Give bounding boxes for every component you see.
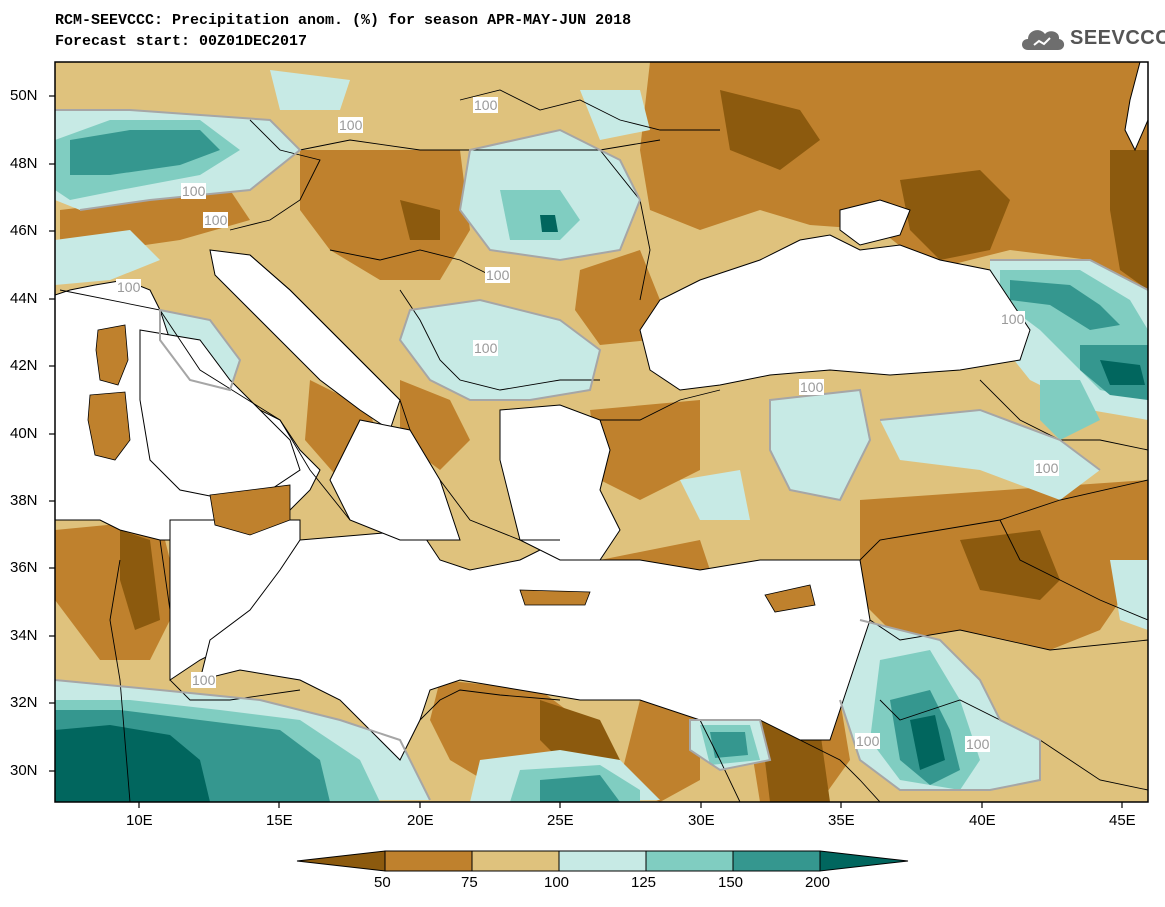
- lon-label: 15E: [266, 812, 293, 829]
- lat-label: 40N: [10, 425, 38, 442]
- forecast-start-label: Forecast start: 00Z01DEC2017: [55, 33, 308, 50]
- map-frame: [54, 61, 1149, 803]
- contour-label: 100: [485, 267, 511, 283]
- logo-text: SEEVCCC: [1070, 27, 1165, 49]
- contour-label: 100: [116, 279, 142, 295]
- colorbar-label: 125: [631, 874, 657, 891]
- lon-label: 40E: [969, 812, 996, 829]
- lon-label: 25E: [547, 812, 574, 829]
- lat-label: 38N: [10, 492, 38, 509]
- contour-label: 100: [1000, 311, 1026, 327]
- lat-label: 44N: [10, 290, 38, 307]
- lat-label: 50N: [10, 87, 38, 104]
- lon-label: 35E: [828, 812, 855, 829]
- colorbar-label: 100: [544, 874, 570, 891]
- lon-label: 30E: [688, 812, 715, 829]
- colorbar-label: 50: [374, 874, 391, 891]
- contour-label: 100: [965, 736, 991, 752]
- colorbar-label: 200: [805, 874, 831, 891]
- colorbar-label: 150: [718, 874, 744, 891]
- lat-label: 30N: [10, 762, 38, 779]
- colorbar-segment-above-200: [819, 850, 909, 872]
- contour-label: 100: [338, 117, 364, 133]
- cloud-icon: [1022, 30, 1065, 50]
- lon-label: 20E: [407, 812, 434, 829]
- map-title: RCM-SEEVCCC: Precipitation anom. (%) for…: [55, 12, 632, 29]
- colorbar-label: 75: [461, 874, 478, 891]
- colorbar: [296, 850, 909, 872]
- lat-label: 42N: [10, 357, 38, 374]
- lat-ticks: [49, 95, 55, 772]
- contour-label: 100: [855, 733, 881, 749]
- contour-label: 100: [181, 183, 207, 199]
- lon-ticks: [138, 802, 1123, 808]
- lon-label: 45E: [1109, 812, 1136, 829]
- anomaly-field: [55, 62, 1148, 802]
- lat-label: 48N: [10, 155, 38, 172]
- lat-label: 46N: [10, 222, 38, 239]
- contour-label: 100: [203, 212, 229, 228]
- seevccc-logo: SEEVCCC: [1018, 22, 1165, 56]
- contour-label: 100: [191, 672, 217, 688]
- contour-label: 100: [799, 379, 825, 395]
- lat-label: 34N: [10, 627, 38, 644]
- contour-label: 100: [1034, 460, 1060, 476]
- contour-label: 100: [473, 97, 499, 113]
- lon-label: 10E: [126, 812, 153, 829]
- lat-label: 36N: [10, 559, 38, 576]
- lat-label: 32N: [10, 694, 38, 711]
- contour-label: 100: [473, 340, 499, 356]
